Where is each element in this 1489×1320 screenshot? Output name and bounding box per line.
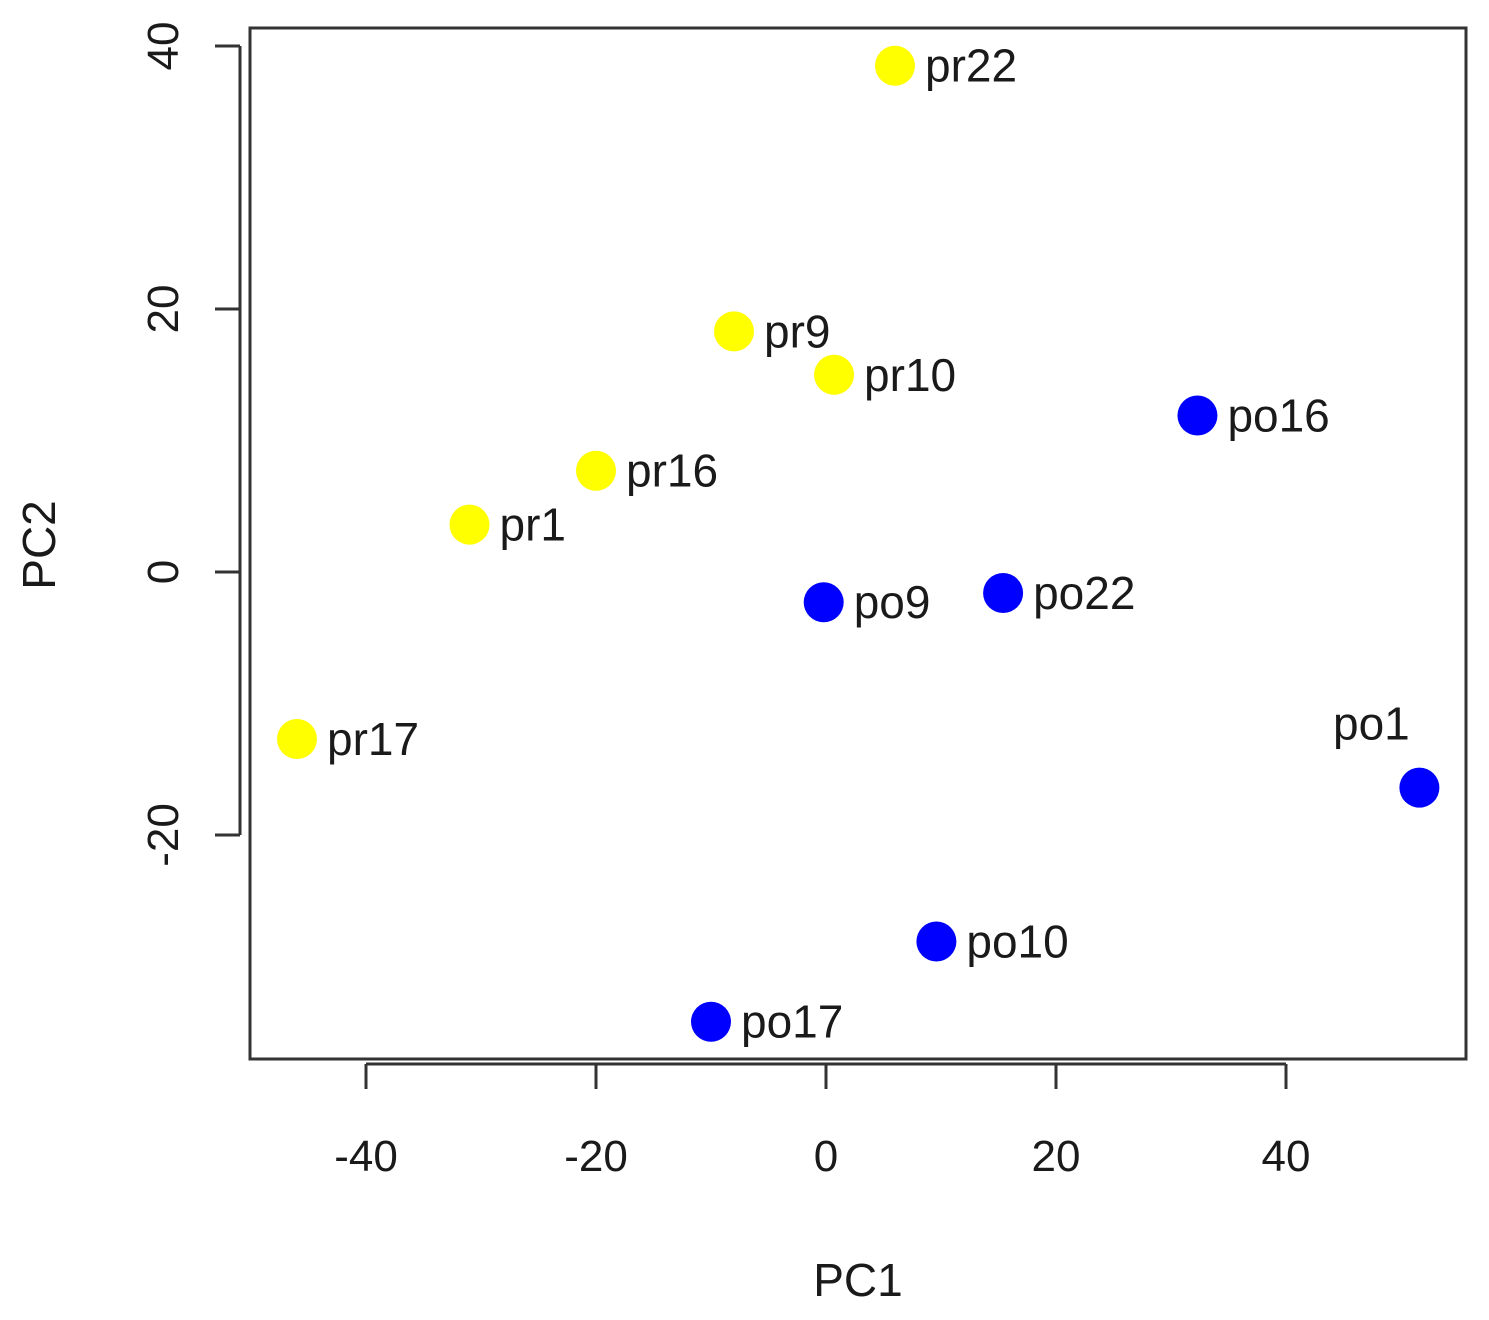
data-point-pr17 <box>277 719 317 760</box>
point-label-po17: po17 <box>741 996 843 1048</box>
y-tick-label: 40 <box>139 22 188 71</box>
x-tick-label: -40 <box>334 1132 398 1181</box>
point-label-po10: po10 <box>966 916 1068 968</box>
data-point-pr1 <box>449 504 490 545</box>
x-axis-title: PC1 <box>813 1254 902 1306</box>
point-label-po9: po9 <box>854 576 931 628</box>
y-tick-label: 20 <box>139 285 188 334</box>
y-tick-label: -20 <box>139 803 188 867</box>
point-label-po16: po16 <box>1227 390 1329 442</box>
point-label-pr9: pr9 <box>764 305 830 357</box>
plot-frame <box>248 26 1468 1061</box>
point-label-pr1: pr1 <box>500 499 566 551</box>
x-tick-label: 20 <box>1032 1132 1081 1181</box>
data-point-po9 <box>803 582 844 623</box>
x-tick-label: -20 <box>564 1132 628 1181</box>
data-point-pr16 <box>576 450 616 491</box>
x-tick-label: 40 <box>1262 1132 1311 1181</box>
data-point-pr10 <box>814 354 855 395</box>
data-point-pr22 <box>875 45 915 86</box>
point-label-pr22: pr22 <box>925 40 1017 92</box>
y-tick-label: 0 <box>139 560 188 584</box>
point-label-pr17: pr17 <box>327 713 419 765</box>
point-label-pr16: pr16 <box>626 445 718 497</box>
y-axis-title: PC2 <box>13 500 65 589</box>
point-label-po1: po1 <box>1333 698 1410 750</box>
x-tick-label: 0 <box>814 1132 838 1181</box>
point-label-po22: po22 <box>1033 567 1135 619</box>
data-point-po16 <box>1177 395 1218 436</box>
point-label-pr10: pr10 <box>864 349 956 401</box>
data-point-po17 <box>691 1001 731 1042</box>
data-point-po10 <box>916 921 957 962</box>
data-point-po22 <box>983 573 1024 614</box>
data-point-po1 <box>1399 767 1440 808</box>
data-point-pr9 <box>714 311 754 352</box>
